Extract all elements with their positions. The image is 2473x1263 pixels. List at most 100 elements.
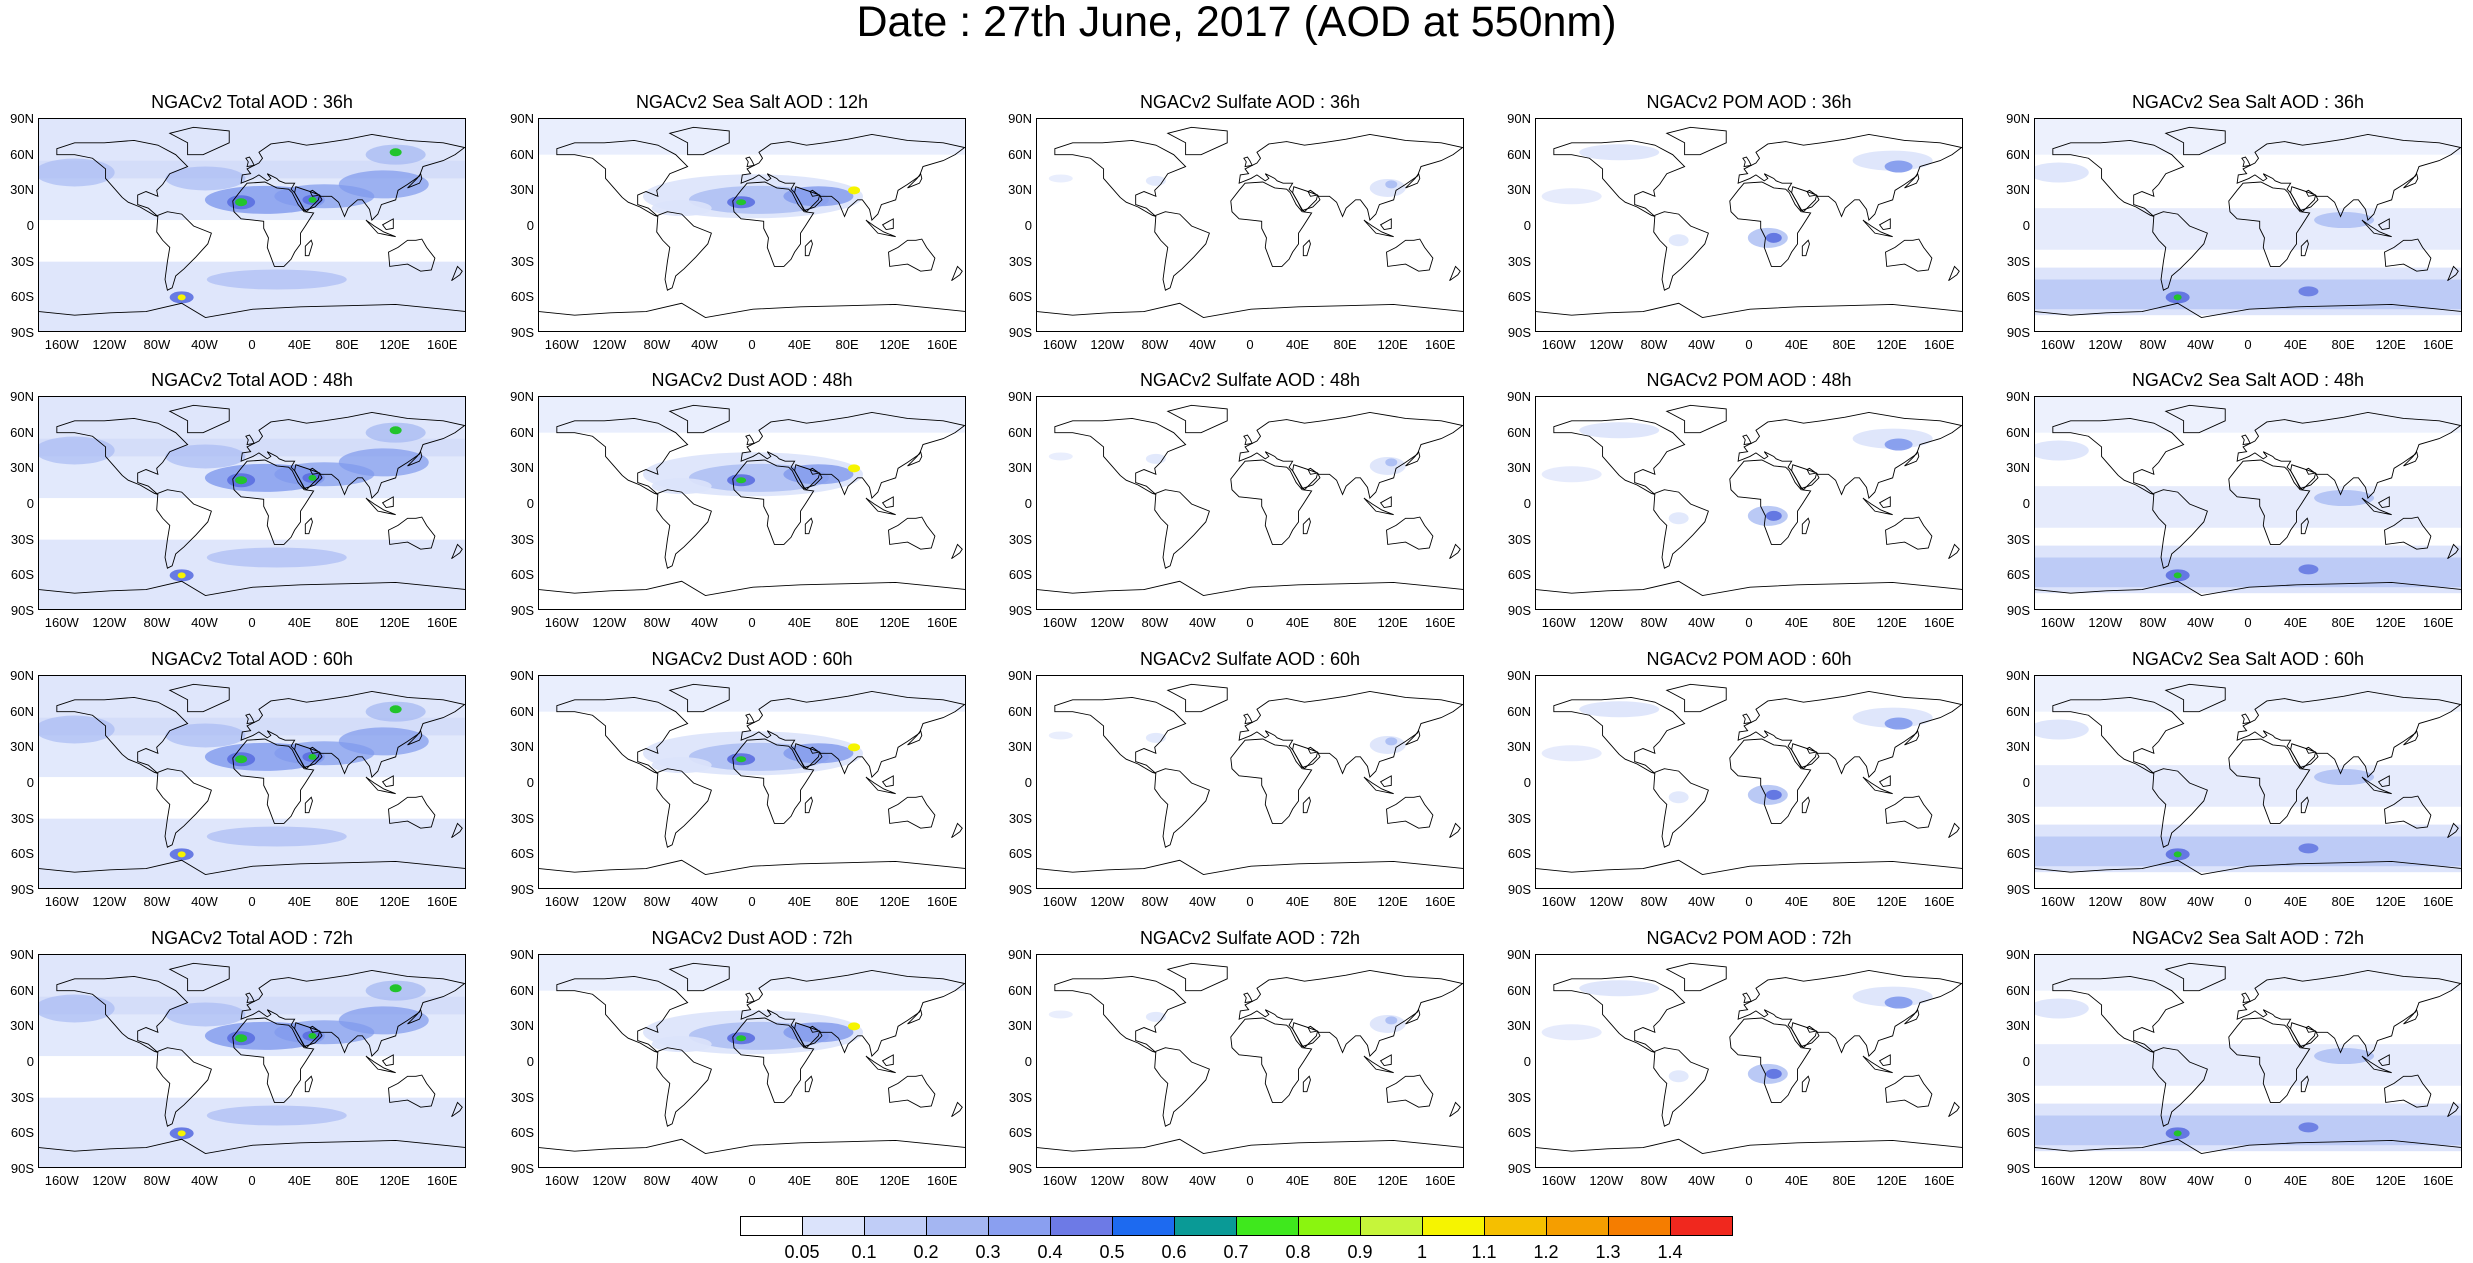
colorbar-swatch [1360,1216,1423,1236]
aod-patch-atlantic [165,166,246,191]
coastline [56,975,189,1053]
coastline [539,1138,965,1155]
lon-label: 0 [248,337,256,352]
coastline [1238,690,1463,778]
colorbar-swatch [802,1216,865,1236]
coastline [240,969,465,1057]
lon-label: 120W [592,615,627,630]
coastline [2236,411,2461,499]
lon-label: 120E [379,615,410,630]
lat-label: 60N [510,146,534,162]
coastline [2447,543,2459,560]
lat-label: 60S [1008,1125,1032,1141]
lon-label: 40W [191,894,218,909]
coastline [794,464,823,490]
map-panel: NGACv2 Sulfate AOD : 36h 90N 60N 30N 0 30S 60S… [996,92,1474,356]
lat-label: 90S [1008,325,1032,340]
lon-label: 0 [748,337,756,352]
lat-label: 30S [1507,1089,1531,1105]
lon-label: 160E [1425,337,1456,352]
lon-label: 80E [335,1173,359,1188]
lon-label: 40E [2283,337,2308,352]
coastline [1379,218,1392,231]
lon-label: 120E [379,894,410,909]
coastline [1363,1055,1394,1074]
colorbar-label: 1.2 [1533,1242,1559,1262]
panel-title: NGACv2 Total AOD : 72h [151,928,353,948]
lat-label: 30N [510,739,534,755]
map-panel: NGACv2 Total AOD : 72h 90N 60N 30N 0 30S 60S 90… [0,928,476,1192]
world-map [539,119,965,319]
aod-hot-siberia [389,148,402,157]
aod-patch-atlantic [165,723,246,748]
coastline [865,219,896,238]
map-frame [538,954,966,1168]
aod-patch-pacific [1048,731,1073,740]
coastline [2384,1074,2432,1108]
aod-hot-siberia [389,426,402,435]
coastline [1536,580,1962,597]
lon-label: 80W [643,894,671,909]
lon-label: 80W [143,615,171,630]
lon-label: 40W [2187,1173,2214,1188]
colorbar-label: 0.4 [1037,1242,1063,1262]
coastline [1405,1008,1421,1025]
aod-hot-sahara [736,1035,747,1042]
colorbar-label: 0.3 [975,1242,1001,1262]
coastline [2228,181,2311,267]
page-title: Date : 27th June, 2017 (AOD at 550nm) [856,0,1617,46]
lat-label: 90S [2006,1161,2030,1176]
coastline [156,211,212,291]
lon-label: 160W [1541,894,1576,909]
aod-hot-sahara [736,477,747,484]
coastline [1885,1074,1933,1108]
coastline [2403,1008,2419,1025]
map-frame [38,396,466,610]
coastline [1243,713,1253,725]
lon-label: 40E [1784,337,1809,352]
lon-label: 160E [2423,337,2454,352]
coastline [1363,497,1394,516]
coastline [245,713,255,725]
aod-core-siberia [1884,438,1913,451]
lon-label: 40E [287,337,312,352]
coastline [1737,690,1962,778]
coastline [1885,516,1933,550]
lon-label: 160E [927,894,958,909]
coastline [656,768,712,848]
lon-label: 80E [835,615,859,630]
lon-label: 160E [427,337,458,352]
map-frame [1535,118,1963,332]
lat-label: 90N [1507,947,1531,962]
aod-core-africa-fires [1765,232,1782,243]
coastline [1878,775,1891,788]
map-frame [1535,396,1963,610]
lat-label: 0 [1523,496,1531,511]
lon-label: 80W [1141,337,1169,352]
lon-label: 40E [1285,1173,1310,1188]
colorbar-swatch [926,1216,989,1236]
coastline [2447,822,2459,839]
map-frame [1036,396,1464,610]
coastline [2035,859,2461,876]
coastline [1302,239,1311,257]
lon-label: 80W [643,615,671,630]
coastline [2152,768,2208,848]
world-map [2035,397,2461,597]
coastline [1729,459,1812,545]
lat-label: 30S [1507,810,1531,826]
coastline [865,1055,896,1074]
coastline [2241,156,2251,168]
coastline [1791,186,1820,212]
coastline [2236,133,2461,221]
coastline [1386,1074,1434,1108]
aod-patch-canada [1579,701,1660,718]
coastline [1742,992,1752,1004]
lon-label: 120E [879,894,910,909]
lon-label: 120W [2088,1173,2123,1188]
lon-label: 160E [1425,894,1456,909]
colorbar-label: 1.4 [1657,1242,1683,1262]
coastline [1665,126,1727,156]
lon-label: 160E [927,1173,958,1188]
lat-label: 90S [2006,603,2030,618]
